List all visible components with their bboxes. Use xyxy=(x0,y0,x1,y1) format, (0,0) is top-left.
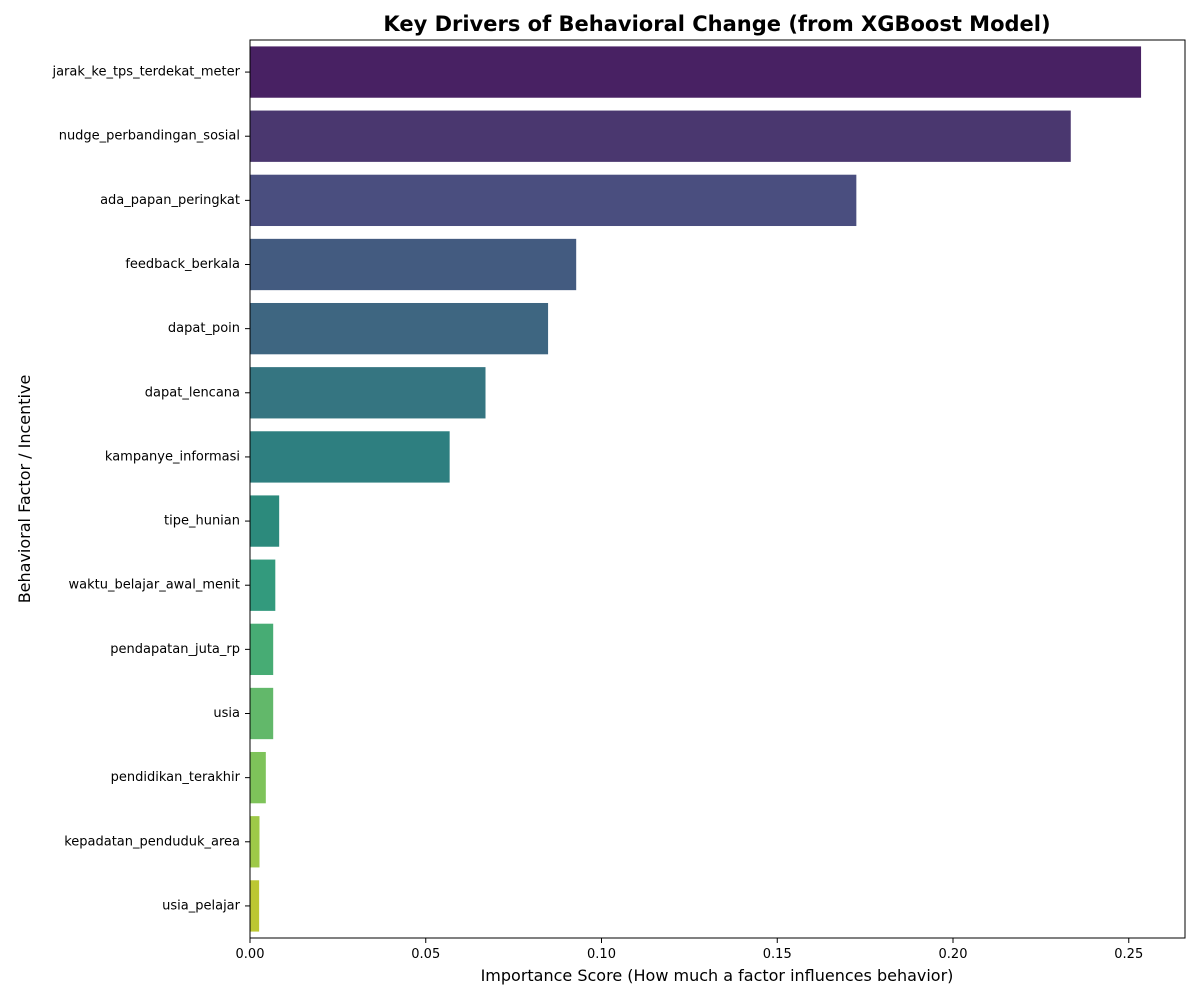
chart-title: Key Drivers of Behavioral Change (from X… xyxy=(383,12,1050,36)
bar-ada-papan-peringkat xyxy=(250,174,857,227)
bar-pendapatan-juta-rp xyxy=(250,623,274,676)
bars-layer xyxy=(250,46,1142,932)
bar-kepadatan-penduduk-area xyxy=(250,816,260,868)
y-axis: jarak_ke_tps_terdekat_meter nudge_perband… xyxy=(51,65,250,913)
bar-kampanye-informasi xyxy=(250,431,450,483)
y-tick-label: dapat_lencana xyxy=(145,385,240,400)
bar-usia xyxy=(250,687,274,740)
y-tick-label: pendidikan_terakhir xyxy=(111,770,241,785)
y-tick-label: kepadatan_penduduk_area xyxy=(64,834,240,849)
bar-nudge-perbandingan-sosial xyxy=(250,110,1071,162)
bar-feedback-berkala xyxy=(250,238,577,291)
bar-dapat-lencana xyxy=(250,367,486,419)
x-tick-label: 0.05 xyxy=(411,947,440,962)
x-axis: 0.00 0.05 0.10 0.15 0.20 0.25 xyxy=(236,938,1143,962)
y-tick-label: feedback_berkala xyxy=(125,257,240,272)
bar-jarak-ke-tps-terdekat-meter xyxy=(250,46,1142,98)
x-tick-label: 0.15 xyxy=(763,947,792,962)
y-tick-label: pendapatan_juta_rp xyxy=(110,642,240,657)
y-tick-label: kampanye_informasi xyxy=(105,449,240,464)
y-tick-label: tipe_hunian xyxy=(164,514,240,529)
x-tick-label: 0.10 xyxy=(587,947,616,962)
y-axis-label: Behavioral Factor / Incentive xyxy=(15,375,34,604)
y-tick-label: ada_papan_peringkat xyxy=(100,193,240,208)
x-tick-label: 0.00 xyxy=(236,947,265,962)
bar-pendidikan-terakhir xyxy=(250,751,266,804)
bar-usia-pelajar xyxy=(250,880,260,932)
y-tick-label: jarak_ke_tps_terdekat_meter xyxy=(51,65,240,80)
x-tick-label: 0.20 xyxy=(939,947,968,962)
y-tick-label: waktu_belajar_awal_menit xyxy=(68,578,240,593)
y-tick-label: nudge_perbandingan_sosial xyxy=(59,129,240,144)
bar-waktu-belajar-awal-menit xyxy=(250,559,276,611)
y-tick-label: dapat_poin xyxy=(168,321,240,336)
y-tick-label: usia_pelajar xyxy=(162,898,240,913)
bar-dapat-poin xyxy=(250,302,549,355)
bar-tipe-hunian xyxy=(250,495,280,547)
x-axis-label: Importance Score (How much a factor infl… xyxy=(481,966,954,985)
y-tick-label: usia xyxy=(213,706,240,721)
plot-frame xyxy=(249,39,1186,939)
x-tick-label: 0.25 xyxy=(1114,947,1143,962)
